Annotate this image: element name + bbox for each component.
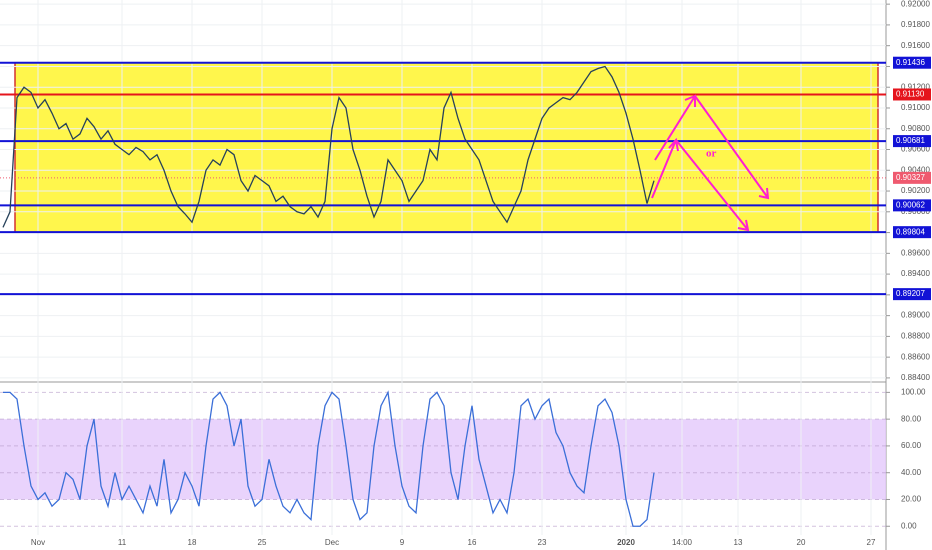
y-tick-label: 20.00 bbox=[901, 495, 922, 504]
y-tick-label: 40.00 bbox=[901, 468, 922, 477]
y-tick-label: 0.90400 bbox=[901, 165, 930, 174]
projection-arrows bbox=[651, 94, 770, 232]
y-tick-label: 0.89000 bbox=[901, 311, 930, 320]
y-tick-label: 0.90600 bbox=[901, 145, 930, 154]
y-tick-label: 0.91200 bbox=[901, 82, 930, 91]
y-tick-label: 0.90200 bbox=[901, 186, 930, 195]
annotation: or bbox=[706, 148, 717, 160]
x-tick-label: 9 bbox=[400, 538, 405, 547]
y-tick-label: 0.89600 bbox=[901, 248, 930, 257]
level-label-box bbox=[893, 135, 931, 148]
y-tick-label: 0.90000 bbox=[901, 207, 930, 216]
x-tick-label: 20 bbox=[797, 538, 806, 547]
last-price-box bbox=[893, 171, 931, 184]
stoch-band bbox=[0, 419, 886, 500]
level-label: 0.90681 bbox=[896, 136, 925, 145]
x-tick-label: Dec bbox=[325, 538, 339, 547]
level-label-box bbox=[893, 88, 931, 101]
y-tick-label: 80.00 bbox=[901, 414, 922, 423]
arrow bbox=[675, 139, 750, 232]
x-tick-label: 14:00 bbox=[672, 538, 693, 547]
y-tick-label: 0.90800 bbox=[901, 124, 930, 133]
y-tick-label: 0.92000 bbox=[901, 0, 930, 8]
level-label-box bbox=[893, 226, 931, 239]
y-tick-label: 0.91600 bbox=[901, 41, 930, 50]
arrow bbox=[694, 95, 770, 200]
level-label-box bbox=[893, 56, 931, 69]
y-tick-label: 100.00 bbox=[901, 387, 926, 396]
level-label-box bbox=[893, 199, 931, 212]
x-tick-label: 23 bbox=[538, 538, 547, 547]
y-tick-label: 0.91800 bbox=[901, 20, 930, 29]
level-label-box bbox=[893, 288, 931, 301]
x-tick-label: 13 bbox=[734, 538, 743, 547]
y-tick-label: 0.88600 bbox=[901, 352, 930, 361]
y-tick-label: 0.88400 bbox=[901, 373, 930, 382]
level-label: 0.89804 bbox=[896, 227, 925, 236]
series-line bbox=[2, 65, 655, 228]
y-tick-label: 0.88800 bbox=[901, 332, 930, 341]
x-tick-label: 18 bbox=[188, 538, 197, 547]
level-label: 0.91130 bbox=[896, 90, 925, 99]
series-line bbox=[3, 390, 655, 527]
last-price-label: 0.90327 bbox=[896, 173, 925, 182]
level-label: 0.89207 bbox=[896, 289, 925, 298]
x-tick-label: 2020 bbox=[617, 538, 635, 547]
y-tick-label: 0.00 bbox=[901, 521, 917, 530]
x-tick-label: 16 bbox=[468, 538, 477, 547]
x-tick-label: 25 bbox=[258, 538, 267, 547]
level-label: 0.91436 bbox=[896, 58, 925, 67]
range-zone bbox=[14, 61, 879, 233]
y-tick-label: 0.91000 bbox=[901, 103, 930, 112]
x-tick-label: 27 bbox=[867, 538, 876, 547]
level-label: 0.90062 bbox=[896, 200, 925, 209]
y-tick-label: 0.89400 bbox=[901, 269, 930, 278]
x-tick-label: Nov bbox=[31, 538, 45, 547]
x-tick-label: 11 bbox=[118, 538, 127, 547]
y-tick-label: 60.00 bbox=[901, 441, 922, 450]
